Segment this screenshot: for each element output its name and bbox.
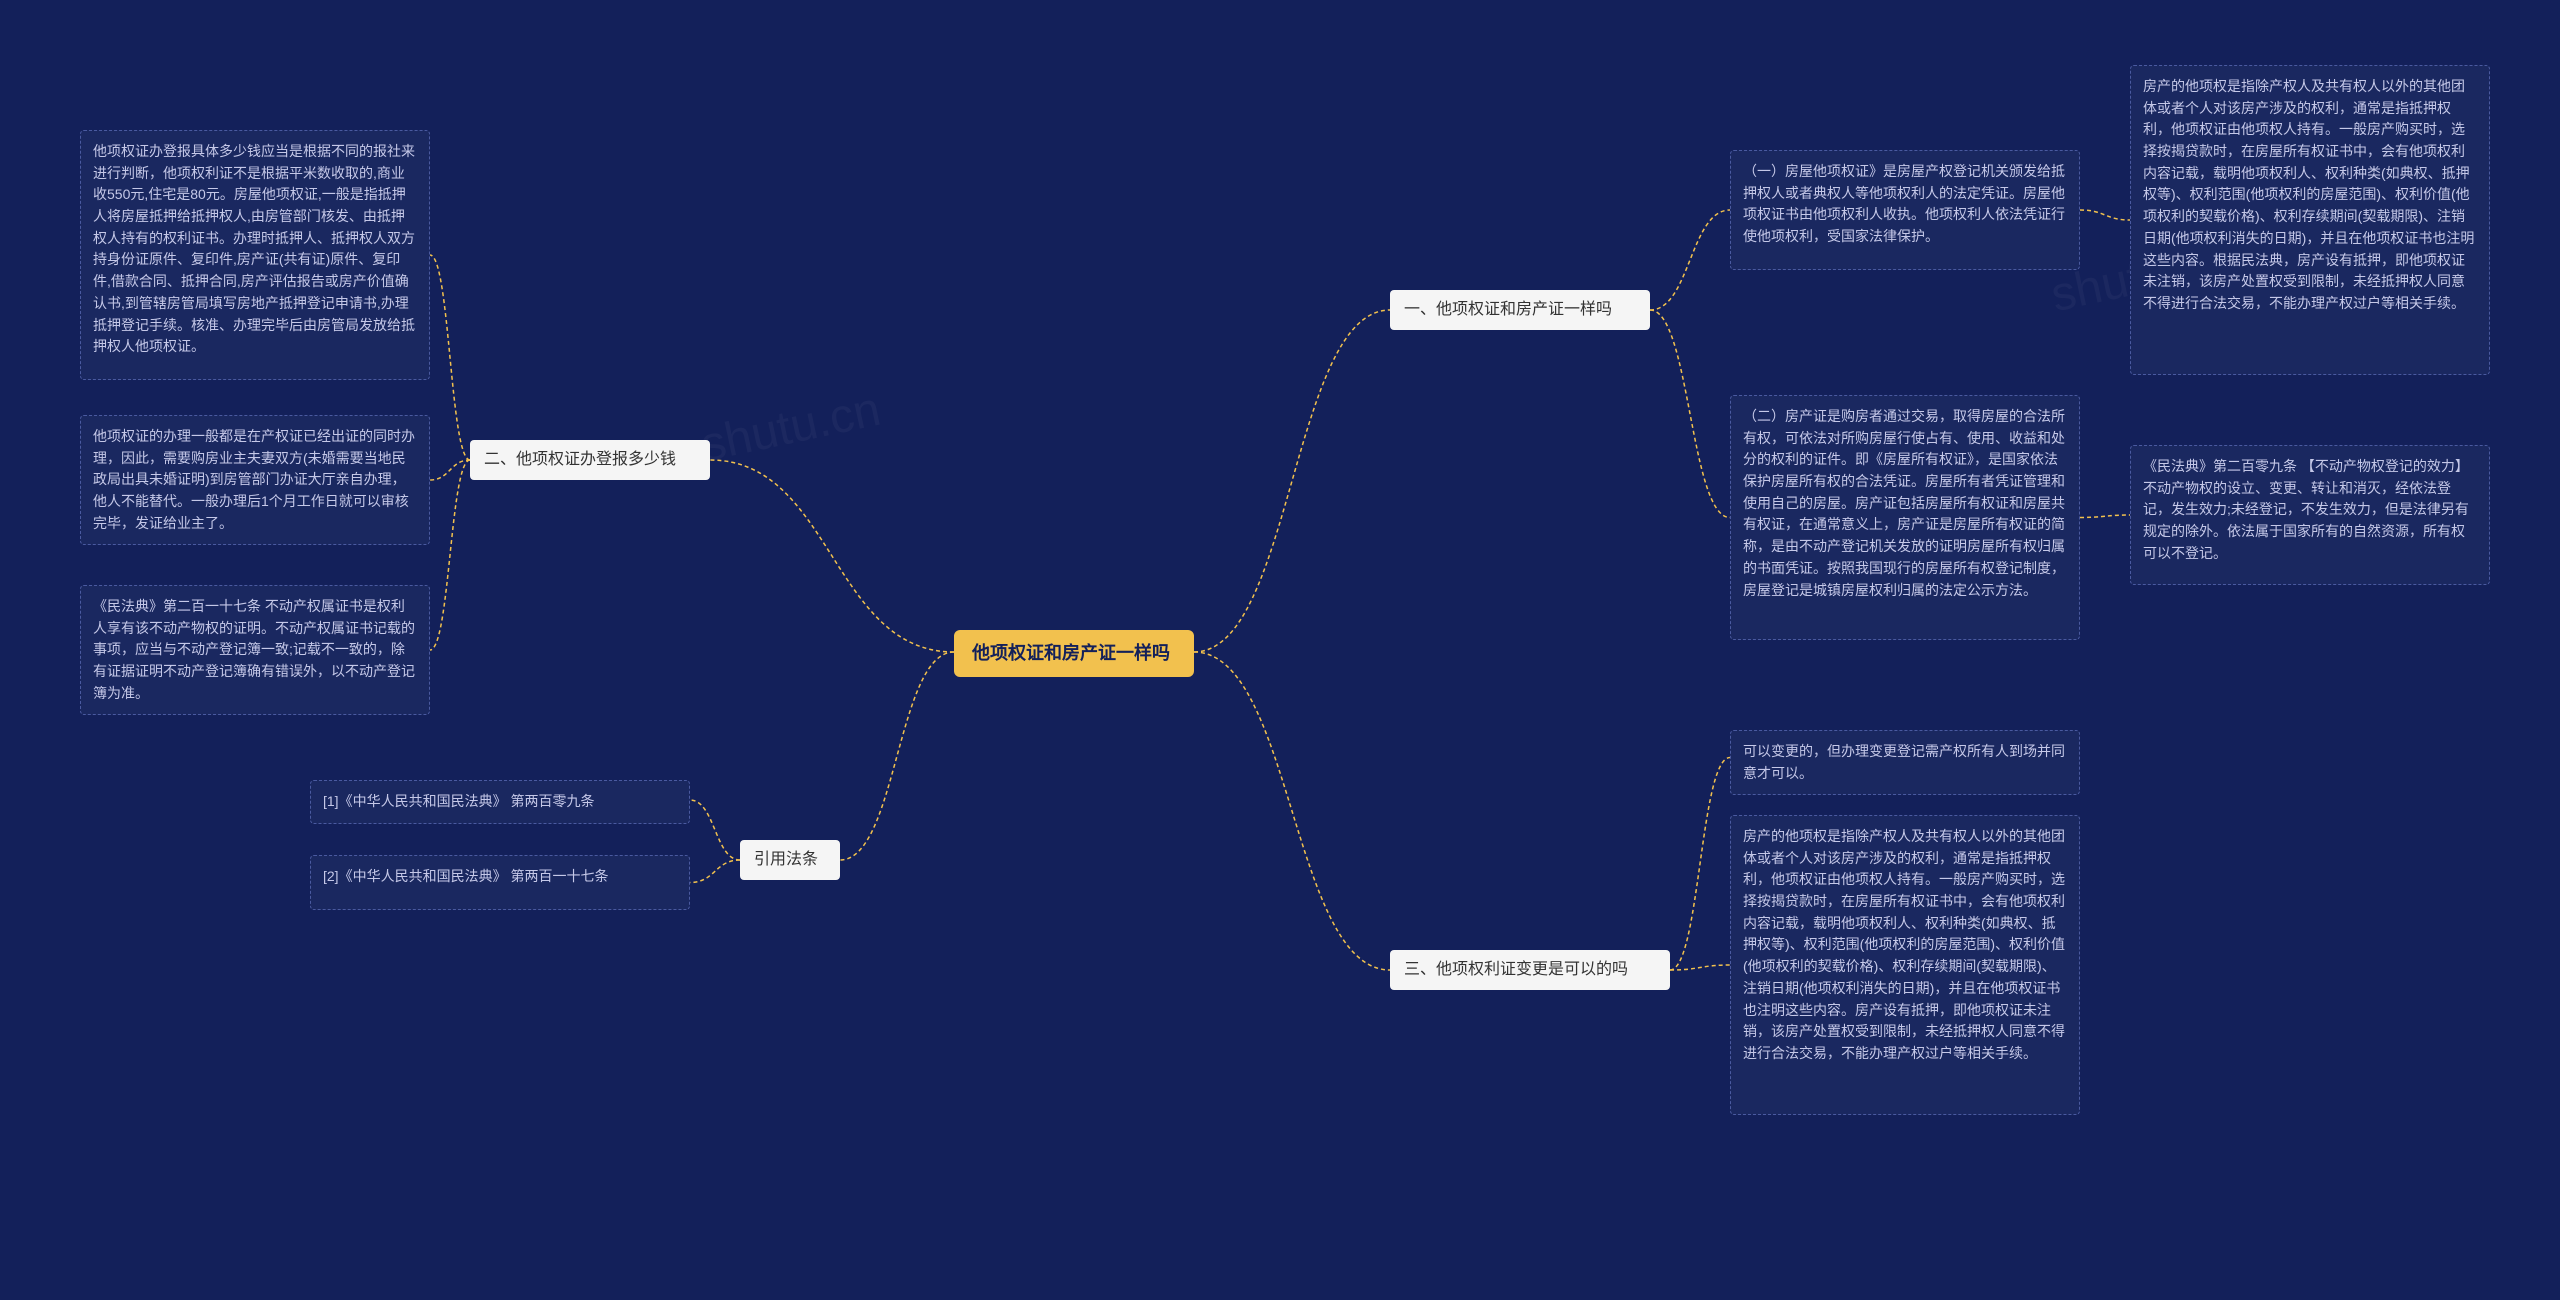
leaf-b3a: 可以变更的，但办理变更登记需产权所有人到场并同意才可以。 [1730,730,2080,795]
leaf-b2a: 他项权证办登报具体多少钱应当是根据不同的报社来进行判断，他项权利证不是根据平米数… [80,130,430,380]
leaf-b4b: [2]《中华人民共和国民法典》 第两百一十七条 [310,855,690,910]
leaf-b1b: （二）房产证是购房者通过交易，取得房屋的合法所有权，可依法对所购房屋行使占有、使… [1730,395,2080,640]
mindmap-canvas: 他项权证和房产证一样吗shutu.cnshutu.cn一、他项权证和房产证一样吗… [0,0,2560,1300]
leaf-b4a: [1]《中华人民共和国民法典》 第两百零九条 [310,780,690,824]
central-topic: 他项权证和房产证一样吗 [954,630,1194,677]
watermark: shutu.cn [696,382,885,474]
branch-b3: 三、他项权利证变更是可以的吗 [1390,950,1670,990]
leaf-b2c: 《民法典》第二百一十七条 不动产权属证书是权利人享有该不动产物权的证明。不动产权… [80,585,430,715]
leaf-b1a: （一）房屋他项权证》是房屋产权登记机关颁发给抵押权人或者典权人等他项权利人的法定… [1730,150,2080,270]
leaf-b1b1: 《民法典》第二百零九条 【不动产物权登记的效力】不动产物权的设立、变更、转让和消… [2130,445,2490,585]
leaf-b2b: 他项权证的办理一般都是在产权证已经出证的同时办理，因此，需要购房业主夫妻双方(未… [80,415,430,545]
leaf-b3b: 房产的他项权是指除产权人及共有权人以外的其他团体或者个人对该房产涉及的权利，通常… [1730,815,2080,1115]
leaf-b1a1: 房产的他项权是指除产权人及共有权人以外的其他团体或者个人对该房产涉及的权利，通常… [2130,65,2490,375]
branch-b1: 一、他项权证和房产证一样吗 [1390,290,1650,330]
branch-b2: 二、他项权证办登报多少钱 [470,440,710,480]
branch-b4: 引用法条 [740,840,840,880]
